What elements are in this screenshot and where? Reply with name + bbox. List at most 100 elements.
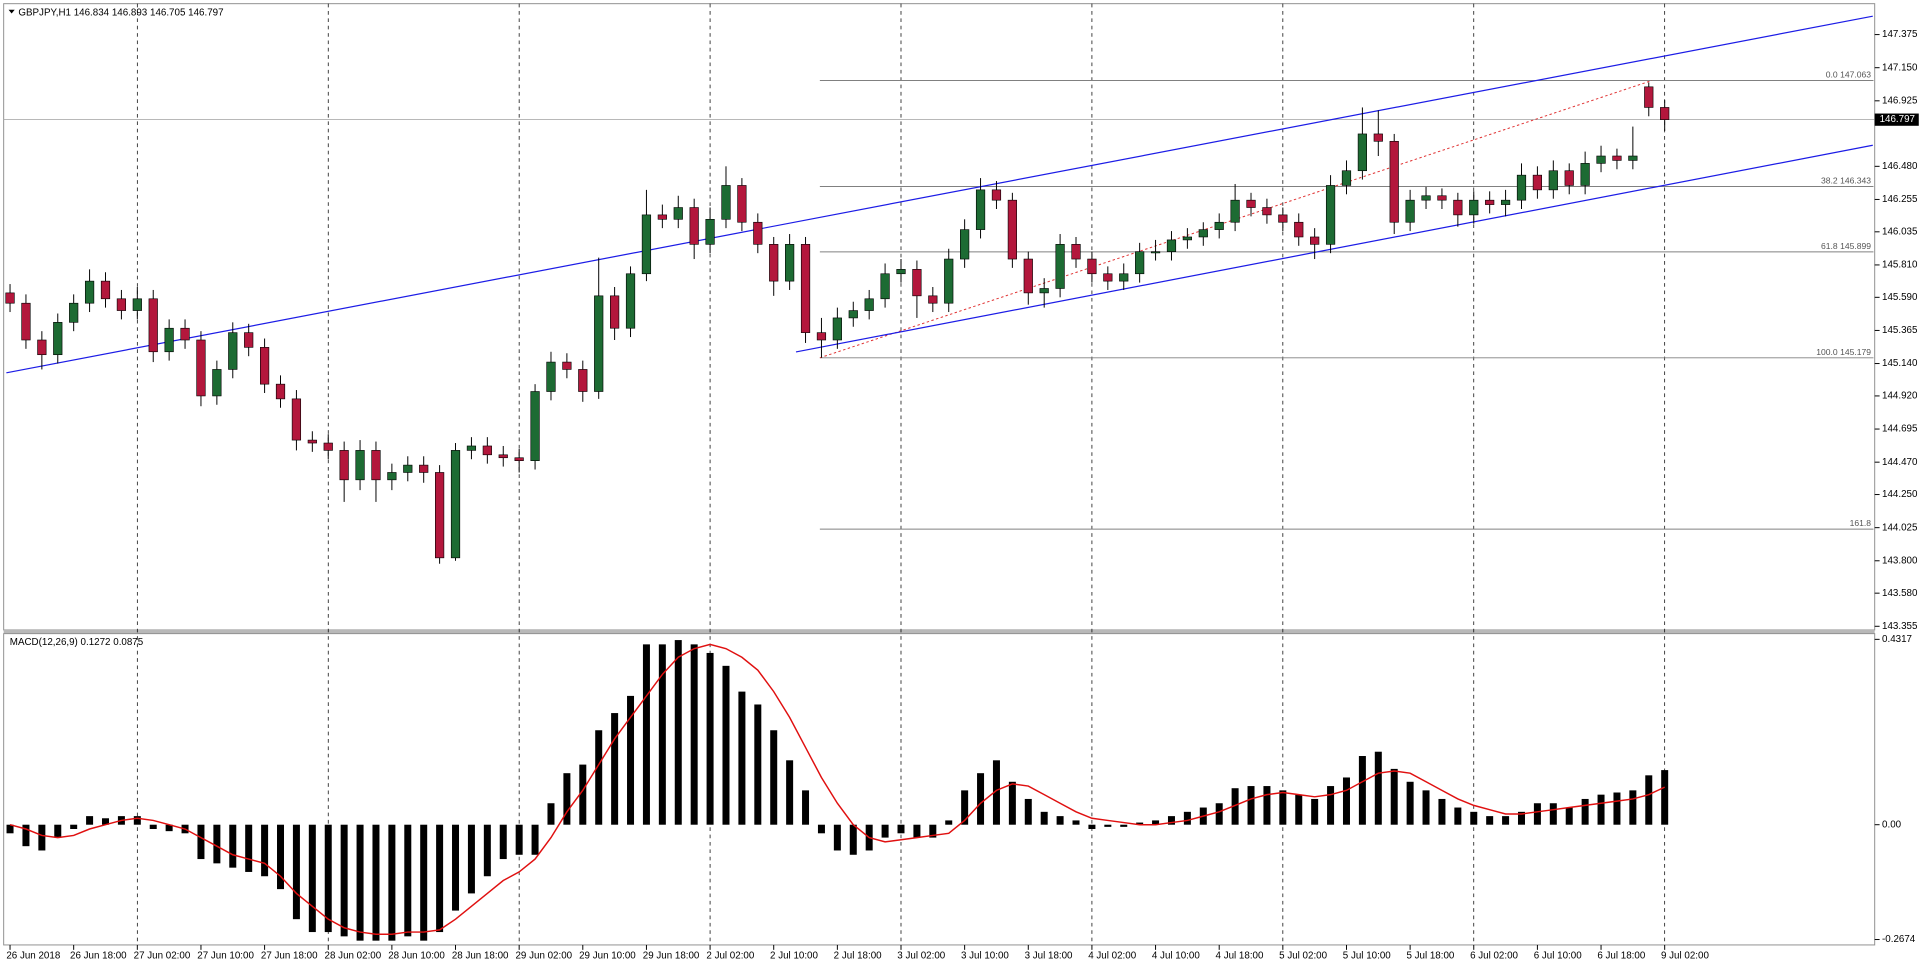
candle-body [960,229,970,260]
macd-bar [1549,803,1557,825]
close-value: 146.797 [188,7,223,18]
low-value: 146.705 [150,7,186,18]
candle-body [1214,221,1224,230]
y-tick-label: 145.810 [1882,260,1918,271]
candle-body [371,450,381,481]
candle-body [753,221,763,245]
candle-body [530,391,540,462]
candle-body [323,442,333,451]
candle-body [705,219,715,245]
y-tick-label: 146.925 [1882,95,1918,106]
fib-level-price: 147.063 [1840,70,1871,80]
macd-bar [1247,786,1255,825]
x-tick-label: 28 Jun 10:00 [388,951,445,962]
current-price-box [1874,113,1919,126]
candle-body [594,295,604,392]
candle-body [721,185,731,220]
macd-bar [356,824,364,941]
signal-value: 0.0875 [113,637,144,648]
macd-pane [3,633,1876,946]
fib-level-name: 38.2 [1821,176,1838,186]
candle-body [1310,236,1320,245]
macd-bar [754,704,762,825]
y-tick-label: 145.140 [1882,358,1918,369]
y-tick-label: 144.470 [1882,457,1918,468]
macd-bar [833,824,841,851]
current-price-label: 146.797 [1880,114,1915,125]
candle-body [228,332,238,370]
x-tick-label: 27 Jun 02:00 [134,951,191,962]
x-tick-label: 2 Jul 18:00 [834,951,882,962]
macd-bar [1486,816,1494,825]
macd-bar [770,730,778,825]
macd-bar [324,824,332,933]
candle-body [848,310,858,319]
x-tick-label: 27 Jun 10:00 [197,951,254,962]
candle-body [291,398,302,441]
candle-body [1341,170,1352,186]
macd-bar [1613,792,1621,825]
x-tick-label: 2 Jul 10:00 [770,951,818,962]
y-tick-label: 143.580 [1882,588,1918,599]
macd-bar [277,824,285,890]
macd-bar [70,824,78,830]
macd-bar [1152,820,1160,825]
macd-bar [1502,816,1510,825]
candle-body [1421,195,1431,201]
macd-bar [452,824,460,911]
x-tick-label: 6 Jul 10:00 [1534,951,1582,962]
candle-body [498,454,508,459]
candle-body [1453,199,1463,216]
candle-body [37,339,47,356]
macd-bar [817,824,825,834]
x-tick-label: 6 Jul 18:00 [1597,951,1645,962]
x-tick-label: 3 Jul 18:00 [1025,951,1073,962]
candle-body [1262,207,1272,216]
fib-label: 0.0 147.063 [1826,70,1871,80]
macd-bar [977,773,985,825]
candle-body [864,298,874,311]
candle-body [1150,251,1161,254]
fib-level-name: 100.0 [1816,347,1838,357]
macd-bar [404,824,412,937]
macd-bar [1215,803,1223,825]
candle-body [1230,199,1240,223]
candle-body [1660,107,1670,120]
macd-bar [1581,798,1589,825]
candle-body [1516,174,1527,201]
macd-bar [1072,820,1080,825]
macd-bar [1167,816,1175,825]
macd-bar [547,803,555,825]
macd-bar [1342,777,1350,825]
macd-bar [1629,790,1637,825]
candle-body [975,189,986,230]
macd-bar [101,818,109,825]
macd-bar [197,824,205,860]
candle-body [689,207,699,245]
candle-body [196,339,206,397]
candle-body [514,457,524,462]
x-tick-label: 28 Jun 02:00 [325,951,382,962]
candle-body [1182,236,1192,241]
candle-body [832,317,842,341]
macd-bar [1422,790,1430,825]
candle-body [1580,163,1590,186]
candle-body [1532,174,1543,191]
candle-body [387,472,397,481]
macd-bar [483,824,491,877]
macd-bar [86,816,94,825]
macd-bar [499,824,507,860]
candle-body [1071,244,1081,260]
macd-bar [1279,790,1287,825]
macd-bar [1470,811,1478,825]
macd-bar [1120,824,1128,827]
candle-body [610,295,620,329]
macd-bar [261,824,269,877]
candle-body [880,273,890,300]
fib-level-name: 0.0 [1826,70,1838,80]
candle-body [403,464,413,473]
menu-arrow[interactable] [8,9,15,14]
candle-body [1103,273,1113,282]
candle-body [212,369,222,397]
